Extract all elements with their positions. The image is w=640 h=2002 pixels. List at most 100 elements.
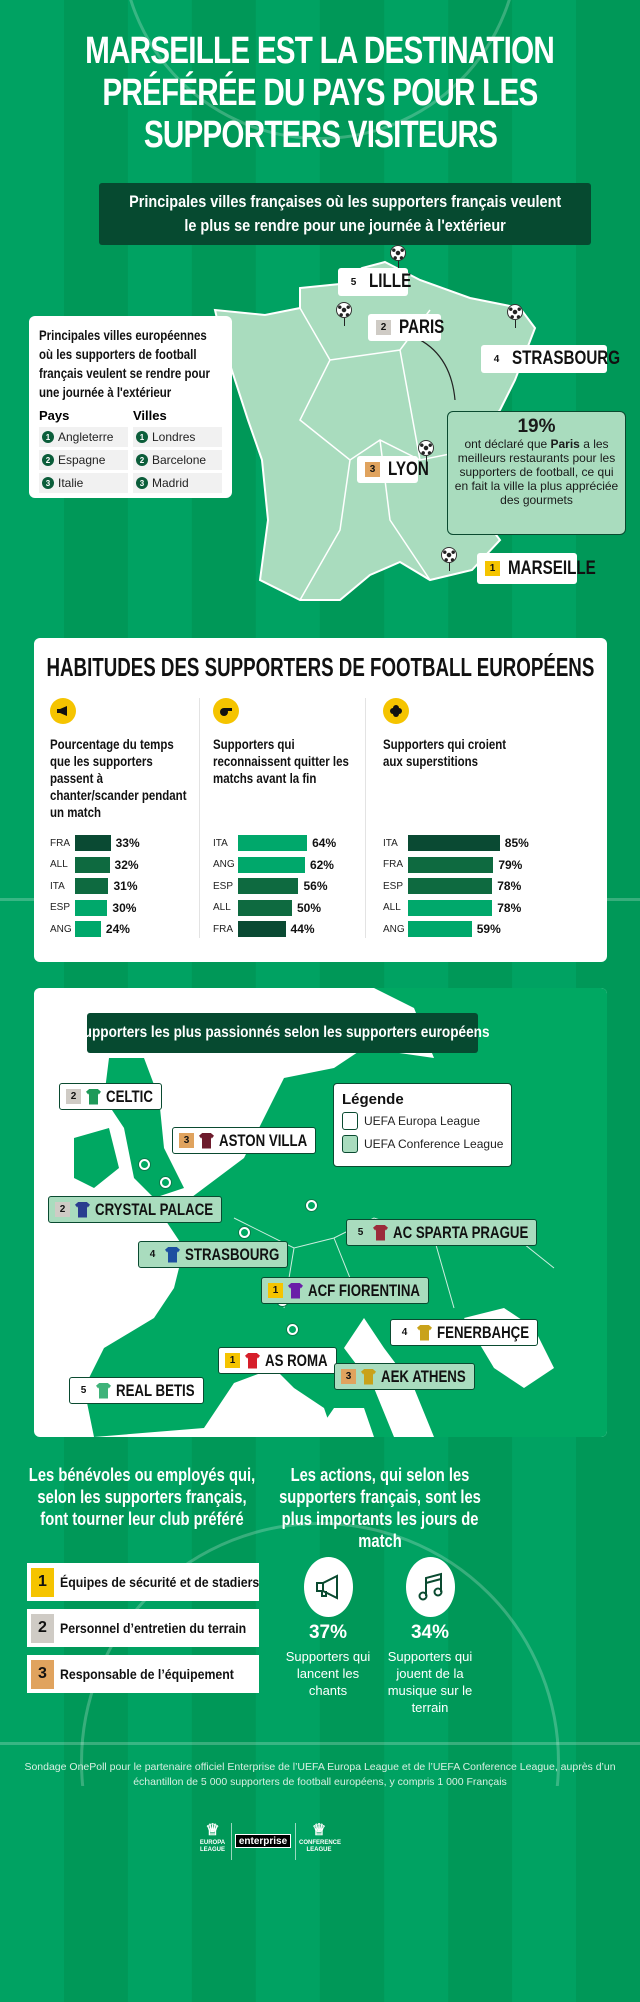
country-row: 3 Italie bbox=[39, 473, 128, 493]
bar bbox=[408, 921, 472, 938]
bar-value: 33% bbox=[115, 836, 140, 850]
bar-value: 31% bbox=[113, 879, 138, 894]
club-label-aek-athens: 3 AEK ATHENS bbox=[334, 1363, 475, 1390]
conference-league-logo: ♕ CONFERENCE LEAGUE bbox=[299, 1822, 342, 1853]
bar-row: ANG 59% bbox=[383, 921, 501, 938]
bar-label: FRA bbox=[50, 837, 70, 849]
rank-badge: 2 bbox=[55, 1202, 70, 1217]
city-row: 1 Londres bbox=[133, 427, 222, 447]
club-label-acf-fiorentina: 1 ACF FIORENTINA bbox=[261, 1277, 429, 1304]
shirt-icon bbox=[417, 1324, 432, 1341]
club-name: AEK ATHENS bbox=[381, 1366, 466, 1386]
bar-value: 30% bbox=[112, 900, 137, 915]
city-label-strasbourg: 4 STRASBOURG bbox=[481, 345, 620, 373]
club-label-strasbourg: 4 STRASBOURG bbox=[138, 1241, 289, 1268]
club-name: FENERBAHÇE bbox=[437, 1322, 530, 1342]
bar-label: FRA bbox=[213, 923, 233, 935]
bar bbox=[238, 835, 308, 851]
club-name: AC SPARTA PRAGUE bbox=[393, 1222, 529, 1242]
bar-label: ANG bbox=[213, 859, 235, 871]
action-stat-music: 34% Supporters qui jouent de la musique s… bbox=[387, 1622, 473, 1715]
habit-chart-1: Pourcentage du temps que les supporters … bbox=[50, 698, 210, 948]
bar bbox=[75, 899, 108, 916]
rank-badge: 4 bbox=[149, 1249, 156, 1260]
city-row: 3 Madrid bbox=[133, 473, 222, 493]
bar bbox=[75, 921, 101, 938]
club-name: CELTIC bbox=[106, 1086, 153, 1106]
club-name: ASTON VILLA bbox=[219, 1130, 308, 1150]
shirt-icon bbox=[86, 1088, 101, 1105]
club-label-aston-villa: 3 ASTON VILLA bbox=[172, 1127, 317, 1154]
bar-row: ITA 85% bbox=[383, 835, 529, 851]
habit-chart-title: Supporters qui reconnaissent quitter les… bbox=[213, 736, 349, 786]
habit-chart-title: Supporters qui croient aux superstitions bbox=[383, 736, 507, 769]
megaphone-icon bbox=[304, 1557, 353, 1617]
bar bbox=[238, 878, 299, 895]
bar bbox=[75, 878, 109, 895]
bar-value: 59% bbox=[476, 922, 501, 937]
volunteers-title: Les bénévoles ou employés qui, selon les… bbox=[28, 1465, 256, 1529]
city-label-paris: 2 PARIS bbox=[368, 314, 444, 341]
bar-value: 50% bbox=[297, 900, 322, 915]
bar bbox=[408, 835, 500, 851]
bar-row: ANG 62% bbox=[213, 856, 334, 873]
ball-pin-paris bbox=[336, 302, 352, 326]
bar bbox=[408, 856, 494, 873]
bar-label: ESP bbox=[50, 902, 71, 914]
rank-badge: 4 bbox=[401, 1327, 408, 1338]
actions-title: Les actions, qui selon les supporters fr… bbox=[279, 1465, 481, 1551]
bar-row: FRA 33% bbox=[50, 835, 140, 851]
bar-label: ANG bbox=[50, 923, 72, 935]
bar bbox=[408, 899, 493, 916]
club-label-ac-sparta-prague: 5 AC SPARTA PRAGUE bbox=[346, 1219, 538, 1246]
paris-stat-callout: 19% ont déclaré que Paris a les meilleur… bbox=[447, 411, 626, 535]
city-label-marseille: 1 MARSEILLE bbox=[477, 553, 596, 584]
bar-row: ESP 56% bbox=[213, 878, 328, 895]
bar-row: ITA 64% bbox=[213, 835, 336, 851]
rank-badge: 5 bbox=[80, 1385, 87, 1396]
habit-chart-title: Pourcentage du temps que les supporters … bbox=[50, 736, 187, 820]
club-name: CRYSTAL PALACE bbox=[95, 1199, 214, 1219]
rank-badge: 3 bbox=[179, 1133, 194, 1148]
country-row: 2 Espagne bbox=[39, 450, 128, 470]
clover-icon bbox=[383, 698, 409, 724]
club-label-real-betis: 5 REAL BETIS bbox=[69, 1377, 204, 1404]
bar bbox=[238, 856, 305, 873]
club-name: STRASBOURG bbox=[185, 1244, 280, 1264]
football-icon bbox=[441, 547, 457, 563]
ball-pin-lille bbox=[390, 245, 406, 269]
music-note-icon bbox=[406, 1557, 455, 1617]
bar-row: ALL 78% bbox=[383, 899, 521, 916]
habits-card: HABITUDES DES SUPPORTERS DE FOOTBALL EUR… bbox=[34, 638, 607, 962]
bar-label: ITA bbox=[383, 837, 398, 849]
bar-row: ESP 78% bbox=[383, 878, 521, 895]
ball-pin-marseille bbox=[441, 547, 457, 571]
city-label-lyon: 3 LYON bbox=[357, 456, 429, 483]
bar-value: 32% bbox=[114, 857, 139, 872]
rank-badge: 5 bbox=[357, 1227, 364, 1238]
shirt-icon bbox=[165, 1246, 180, 1263]
european-cities-title: Principales villes européennes où les su… bbox=[39, 327, 210, 400]
club-name: AS ROMA bbox=[265, 1350, 328, 1370]
page-title: MARSEILLE EST LA DESTINATION PRÉFÉRÉE DU… bbox=[85, 30, 556, 156]
survey-footnote: Sondage OnePoll pour le partenaire offic… bbox=[24, 1761, 616, 1788]
bar-row: ITA 31% bbox=[50, 878, 138, 895]
club-name: ACF FIORENTINA bbox=[308, 1280, 420, 1300]
bar-value: 64% bbox=[312, 836, 337, 850]
bar-label: ESP bbox=[383, 880, 404, 892]
city-row: 2 Barcelone bbox=[133, 450, 222, 470]
bar-label: ITA bbox=[213, 837, 228, 849]
europe-banner: Supporters les plus passionnés selon les… bbox=[75, 1013, 490, 1053]
shirt-icon bbox=[96, 1382, 111, 1399]
city-label-lille: 5 LILLE bbox=[338, 268, 411, 296]
country-row: 1 Angleterre bbox=[39, 427, 128, 447]
volunteer-item-3: 3 Responsable de l’équipement bbox=[27, 1655, 259, 1693]
paris-stat-text: ont déclaré que Paris a les meilleurs re… bbox=[454, 437, 619, 507]
club-label-crystal-palace: 2 CRYSTAL PALACE bbox=[48, 1196, 223, 1223]
rank-badge: 1 bbox=[268, 1283, 283, 1298]
bar bbox=[75, 856, 110, 873]
bar-label: FRA bbox=[383, 859, 403, 871]
pitch-line bbox=[0, 1742, 640, 1745]
bar-row: FRA 44% bbox=[213, 921, 315, 938]
football-icon bbox=[390, 245, 406, 261]
